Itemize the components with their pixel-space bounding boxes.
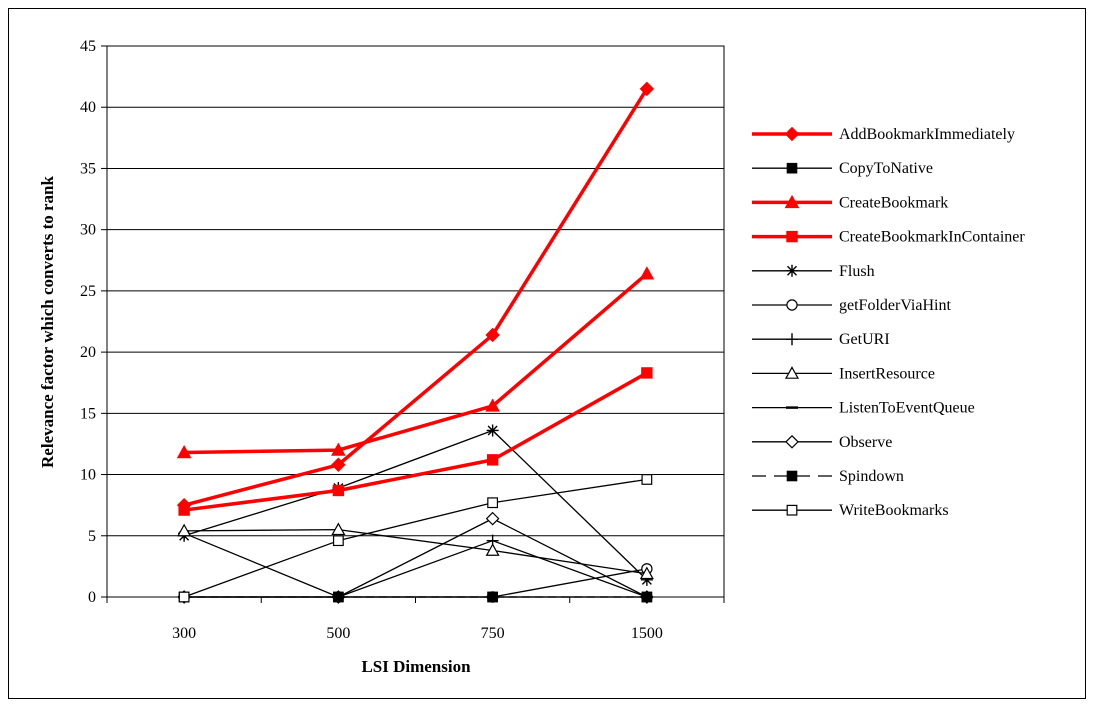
- x-axis-ticks: 300 500 750 1500: [106, 597, 725, 642]
- data-point: [178, 591, 190, 603]
- legend: AddBookmarkImmediately CopyToNative Create…: [752, 126, 1025, 519]
- x-tick-label: 750: [481, 625, 505, 642]
- legend-entry: Spindown: [752, 468, 904, 485]
- legend-entry: Flush: [752, 263, 875, 280]
- x-tick-label: 1500: [631, 625, 663, 642]
- data-point: [485, 511, 500, 526]
- data-point: [176, 444, 192, 459]
- legend-entry: CreateBookmarkInContainer: [752, 229, 1025, 246]
- data-point: [639, 566, 654, 580]
- data-point: [485, 327, 500, 343]
- series-line: [183, 87, 649, 507]
- data-point: [331, 457, 346, 472]
- series-layer: [176, 81, 655, 604]
- y-tick-label: 35: [80, 160, 96, 177]
- y-tick-label: 15: [80, 405, 96, 422]
- data-point: [640, 573, 653, 586]
- legend-entry: Observe: [752, 434, 892, 451]
- legend-entry: InsertResource: [752, 365, 935, 382]
- data-point: [784, 126, 800, 142]
- legend-entry: getFolderViaHint: [752, 297, 951, 314]
- data-point: [486, 454, 499, 466]
- y-tick-label: 40: [80, 99, 96, 116]
- x-tick-label: 500: [326, 625, 350, 642]
- legend-label: AddBookmarkImmediately: [839, 126, 1015, 143]
- data-point: [785, 434, 799, 449]
- series-line: [183, 371, 648, 512]
- legend-entry: GetURI: [752, 331, 890, 348]
- y-tick-label: 30: [80, 222, 96, 239]
- y-tick-label: 5: [88, 528, 96, 545]
- data-point: [784, 366, 800, 379]
- data-point: [178, 504, 190, 516]
- y-axis-title: Relevance factor which converts to rank: [38, 175, 57, 467]
- legend-label: ListenToEventQueue: [839, 400, 975, 417]
- data-point: [641, 474, 653, 485]
- data-point: [639, 266, 655, 280]
- y-tick-label: 10: [80, 467, 96, 484]
- data-point: [639, 81, 655, 97]
- data-point: [786, 470, 798, 482]
- series-CreateBookmark: [176, 266, 655, 459]
- data-point: [331, 522, 346, 536]
- legend-label: Flush: [839, 263, 875, 280]
- chart-border: [8, 8, 1086, 699]
- data-point: [485, 543, 500, 556]
- series-line: [184, 272, 649, 455]
- y-tick-label: 0: [88, 589, 96, 606]
- legend-label: InsertResource: [839, 365, 935, 382]
- series-line: [183, 429, 648, 581]
- data-point: [486, 424, 499, 437]
- data-point: [786, 230, 798, 243]
- series-line: [183, 532, 648, 598]
- series-CreateBookmarkInContainer: [178, 367, 653, 516]
- legend-label: Observe: [839, 434, 892, 451]
- legend-label: CreateBookmarkInContainer: [839, 229, 1025, 246]
- legend-entry: CreateBookmark: [752, 194, 948, 211]
- x-tick-label: 300: [172, 625, 196, 642]
- data-point: [332, 535, 344, 547]
- series-line: [183, 478, 647, 598]
- data-point: [641, 367, 653, 379]
- legend-label: Spindown: [839, 468, 904, 485]
- legend-label: getFolderViaHint: [839, 297, 951, 314]
- data-point: [786, 299, 798, 311]
- data-point: [786, 333, 798, 346]
- data-point: [485, 398, 500, 412]
- data-point: [641, 591, 653, 603]
- y-axis-ticks: 0 5 10 15 20 25 30 35 40 45: [80, 38, 107, 606]
- series-WriteBookmarks: [178, 474, 653, 603]
- y-tick-label: 45: [80, 38, 96, 55]
- y-tick-label: 20: [80, 344, 96, 361]
- legend-entry: WriteBookmarks: [752, 502, 949, 519]
- legend-entry: ListenToEventQueue: [752, 400, 975, 417]
- series-line: [184, 517, 648, 598]
- legend-label: CreateBookmark: [839, 194, 948, 211]
- data-point: [333, 591, 344, 603]
- data-point: [786, 264, 798, 277]
- data-point: [177, 523, 192, 537]
- data-point: [487, 497, 499, 509]
- x-axis-title: LSI Dimension: [361, 657, 471, 676]
- y-tick-label: 25: [80, 283, 96, 300]
- legend-label: GetURI: [839, 331, 890, 348]
- data-point: [331, 442, 346, 456]
- legend-entry: AddBookmarkImmediately: [752, 126, 1015, 143]
- data-point: [784, 194, 800, 209]
- series-line: [184, 529, 647, 575]
- series-InsertResource: [177, 522, 654, 580]
- legend-label: WriteBookmarks: [839, 502, 949, 519]
- data-point: [786, 504, 798, 516]
- legend-entry: CopyToNative: [752, 160, 933, 177]
- data-point: [332, 484, 345, 497]
- data-point: [487, 591, 498, 603]
- data-point: [786, 162, 798, 174]
- legend-label: CopyToNative: [839, 160, 933, 177]
